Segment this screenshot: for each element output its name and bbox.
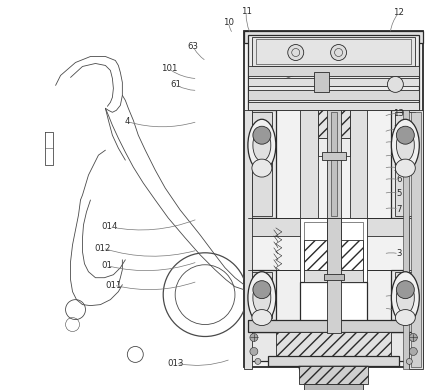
Circle shape <box>250 334 258 341</box>
Bar <box>395 112 415 216</box>
Text: 101: 101 <box>161 65 177 74</box>
Circle shape <box>331 45 347 61</box>
Ellipse shape <box>248 119 276 171</box>
Circle shape <box>396 126 414 144</box>
Bar <box>248 270 419 319</box>
Bar <box>392 270 419 319</box>
Ellipse shape <box>396 282 414 314</box>
Text: 9: 9 <box>396 292 402 301</box>
Bar <box>248 218 419 236</box>
Bar <box>252 37 415 66</box>
Bar <box>300 218 368 283</box>
Text: 13: 13 <box>393 109 404 118</box>
Text: 7: 7 <box>396 204 402 213</box>
Bar <box>313 72 329 92</box>
Circle shape <box>409 348 417 355</box>
Text: 012: 012 <box>94 244 111 253</box>
Ellipse shape <box>395 310 415 326</box>
Text: 63: 63 <box>188 42 199 51</box>
Bar <box>248 270 276 319</box>
Circle shape <box>396 281 414 299</box>
Circle shape <box>409 334 417 341</box>
Circle shape <box>250 348 258 355</box>
Bar <box>327 218 341 332</box>
Ellipse shape <box>392 119 419 171</box>
Text: 24: 24 <box>393 125 404 134</box>
Text: 3: 3 <box>396 249 402 258</box>
Text: 21: 21 <box>393 152 404 161</box>
Text: 011: 011 <box>105 281 122 290</box>
Bar <box>256 39 411 65</box>
Bar <box>392 110 419 218</box>
Text: 6: 6 <box>396 176 402 185</box>
Text: 4: 4 <box>124 117 130 126</box>
Bar <box>321 152 345 160</box>
Bar <box>324 274 344 280</box>
Text: 61: 61 <box>170 80 181 89</box>
Text: 5: 5 <box>396 189 402 198</box>
Bar <box>248 66 419 76</box>
Bar <box>411 112 421 368</box>
Text: 013: 013 <box>167 359 184 368</box>
Bar <box>304 222 364 279</box>
Bar <box>409 110 423 369</box>
Ellipse shape <box>252 310 272 326</box>
Ellipse shape <box>253 129 271 161</box>
Bar <box>248 110 276 218</box>
Bar <box>300 110 317 218</box>
Text: 10: 10 <box>223 18 234 27</box>
Text: 8: 8 <box>396 308 402 317</box>
Bar <box>248 319 419 332</box>
Text: 22: 22 <box>393 164 404 173</box>
Circle shape <box>288 45 304 61</box>
Bar <box>248 90 419 100</box>
Circle shape <box>388 76 403 92</box>
Bar <box>248 79 419 86</box>
Bar <box>317 138 349 156</box>
Bar <box>300 282 368 321</box>
Ellipse shape <box>392 272 419 323</box>
Bar <box>304 240 364 270</box>
Circle shape <box>255 359 261 364</box>
Bar <box>244 30 423 368</box>
Ellipse shape <box>248 272 276 323</box>
Text: 12: 12 <box>393 8 404 17</box>
Ellipse shape <box>253 282 271 314</box>
Text: 01: 01 <box>102 261 112 270</box>
Bar <box>327 110 341 218</box>
Bar <box>268 357 399 366</box>
Bar <box>395 272 415 317</box>
Bar <box>327 218 341 273</box>
Polygon shape <box>299 366 369 384</box>
Circle shape <box>253 281 271 299</box>
Bar <box>252 112 272 216</box>
Circle shape <box>406 359 412 364</box>
Bar <box>403 110 409 369</box>
Bar <box>248 102 419 110</box>
Bar <box>252 272 272 317</box>
Bar <box>299 366 369 384</box>
Bar <box>244 110 252 369</box>
Bar <box>244 30 423 43</box>
Bar <box>304 384 364 391</box>
Text: 11: 11 <box>241 7 252 16</box>
Bar <box>349 110 368 218</box>
Ellipse shape <box>396 129 414 161</box>
Text: 014: 014 <box>101 222 117 231</box>
Text: 2: 2 <box>396 138 402 147</box>
Ellipse shape <box>395 159 415 177</box>
Bar <box>248 34 419 109</box>
Bar <box>304 270 364 282</box>
Ellipse shape <box>252 159 272 177</box>
Bar <box>276 332 392 357</box>
Bar <box>248 332 419 361</box>
Bar <box>317 110 349 138</box>
Bar <box>331 112 337 216</box>
Circle shape <box>253 126 271 144</box>
